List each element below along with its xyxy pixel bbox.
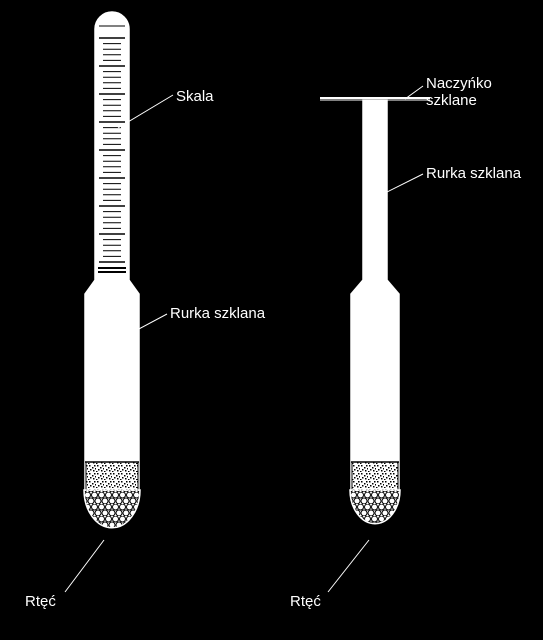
label-left-tube: Rurka szklana bbox=[170, 305, 265, 322]
label-left-mercury: Rtęć bbox=[25, 593, 56, 610]
label-right-mercury: Rtęć bbox=[290, 593, 321, 610]
label-left-scale: Skala bbox=[176, 88, 214, 105]
label-right-tube: Rurka szklana bbox=[426, 165, 521, 182]
label-right-cap: Naczyńko szklane bbox=[426, 75, 543, 109]
